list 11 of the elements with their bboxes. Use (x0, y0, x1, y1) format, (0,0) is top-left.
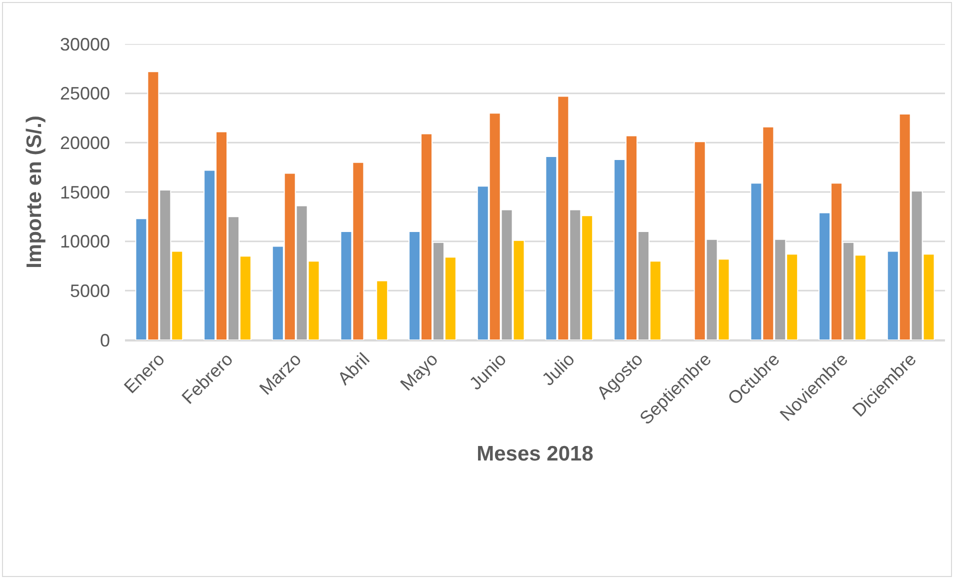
bar (376, 280, 388, 340)
x-axis-title: Meses 2018 (476, 442, 594, 466)
y-tick-label: 10000 (60, 232, 110, 252)
y-tick-label: 20000 (60, 132, 110, 153)
y-tick-label: 0 (100, 330, 110, 350)
x-tick-label: Julio (538, 349, 578, 390)
y-tick-label: 30000 (60, 34, 110, 54)
y-tick-label: 5000 (70, 280, 110, 301)
y-tick-label: 15000 (60, 182, 110, 202)
y-axis-title: Importe en (S/.) (23, 116, 46, 268)
y-tick-label: 25000 (60, 84, 110, 104)
